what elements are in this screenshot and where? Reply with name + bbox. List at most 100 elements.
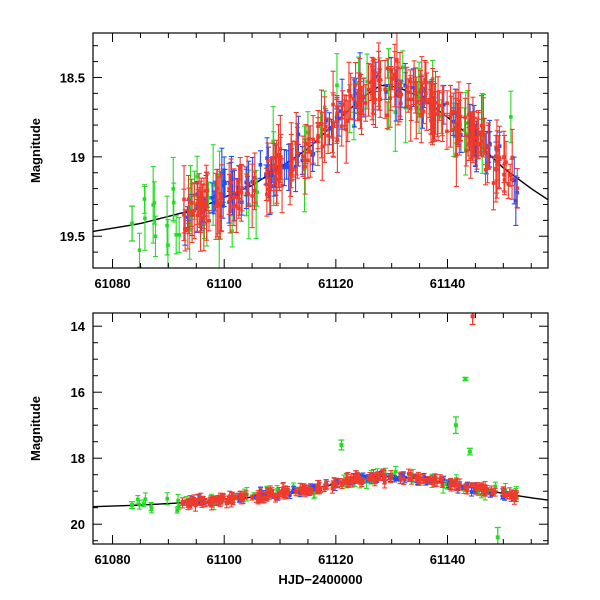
data-point xyxy=(435,112,440,116)
data-point xyxy=(385,113,389,118)
data-point xyxy=(330,135,335,139)
bottom-series-red-observatory xyxy=(179,468,519,512)
data-point xyxy=(143,216,147,221)
data-point xyxy=(377,475,382,479)
data-point xyxy=(281,486,286,490)
data-point xyxy=(341,479,346,484)
data-point xyxy=(199,200,204,204)
data-point xyxy=(282,494,286,498)
data-point xyxy=(322,127,327,132)
data-point xyxy=(332,481,336,485)
data-point xyxy=(476,491,480,495)
data-point xyxy=(506,182,511,186)
data-point xyxy=(508,173,512,178)
data-point xyxy=(207,218,211,223)
bottom-highlighted-points xyxy=(129,313,501,544)
data-point xyxy=(326,133,330,138)
data-point xyxy=(308,488,313,492)
top-y-axis-title: Magnitude xyxy=(28,118,43,183)
data-point xyxy=(437,103,442,108)
y-tick-label: 16 xyxy=(71,385,85,400)
data-point xyxy=(371,89,376,94)
data-point xyxy=(393,110,398,114)
data-point xyxy=(400,65,405,70)
data-point xyxy=(329,126,334,130)
data-point xyxy=(415,100,420,104)
data-point xyxy=(306,158,310,163)
data-point xyxy=(291,487,296,492)
data-point xyxy=(183,228,187,233)
data-point xyxy=(335,137,340,141)
data-point xyxy=(505,493,510,498)
data-point xyxy=(206,500,211,505)
data-point xyxy=(409,477,414,482)
data-point xyxy=(211,499,216,503)
data-point xyxy=(396,91,400,96)
data-point xyxy=(418,90,423,94)
data-point xyxy=(347,89,351,93)
data-point xyxy=(204,188,209,193)
data-point xyxy=(421,477,426,481)
data-point xyxy=(201,206,206,211)
data-point xyxy=(430,105,434,109)
y-tick-label: 18 xyxy=(71,451,85,466)
data-point xyxy=(494,167,499,172)
data-point xyxy=(266,187,271,192)
top-plot-frame xyxy=(92,32,549,269)
data-point xyxy=(188,498,192,503)
data-point xyxy=(463,377,468,381)
data-point xyxy=(470,127,474,131)
data-point xyxy=(213,194,218,198)
data-point xyxy=(346,476,350,480)
data-point xyxy=(453,423,458,428)
data-point xyxy=(455,122,460,126)
data-point xyxy=(265,156,269,161)
y-tick-label: 14 xyxy=(71,319,86,334)
data-point xyxy=(230,229,234,234)
y-tick-label: 18.5 xyxy=(60,70,85,85)
data-point xyxy=(448,114,453,119)
data-point xyxy=(217,235,222,240)
data-point xyxy=(432,477,436,481)
data-point xyxy=(495,535,500,540)
data-point xyxy=(465,485,469,489)
data-point xyxy=(200,197,205,201)
data-point xyxy=(423,77,427,82)
data-point xyxy=(221,183,225,188)
data-point xyxy=(315,489,319,494)
data-point xyxy=(252,495,257,499)
data-point xyxy=(373,479,378,484)
data-point xyxy=(372,86,377,91)
data-point xyxy=(245,172,249,177)
data-point xyxy=(266,158,270,163)
data-point xyxy=(211,496,216,500)
data-point xyxy=(280,183,284,188)
data-point xyxy=(439,114,444,119)
data-point xyxy=(501,489,505,493)
data-point xyxy=(217,173,222,178)
data-point xyxy=(331,483,335,488)
data-point xyxy=(493,484,498,489)
data-point xyxy=(412,80,416,85)
data-point xyxy=(461,485,465,490)
data-point xyxy=(275,177,279,182)
data-point xyxy=(469,490,474,494)
data-point xyxy=(137,248,142,252)
data-point xyxy=(384,90,388,94)
bottom-y-axis: 14 16 18 20 xyxy=(71,319,548,542)
data-point xyxy=(404,85,409,89)
data-point xyxy=(376,72,381,77)
data-point xyxy=(389,86,393,91)
data-point xyxy=(451,109,456,114)
data-point xyxy=(221,496,226,501)
data-point xyxy=(467,112,471,117)
data-point xyxy=(320,144,325,149)
y-tick-label: 20 xyxy=(71,517,85,532)
data-point xyxy=(255,190,259,195)
data-point xyxy=(293,164,298,169)
data-point xyxy=(472,135,477,140)
data-point xyxy=(483,147,488,151)
data-point xyxy=(453,125,458,130)
data-point xyxy=(514,198,518,203)
x-tick-label: 61140 xyxy=(430,276,465,291)
